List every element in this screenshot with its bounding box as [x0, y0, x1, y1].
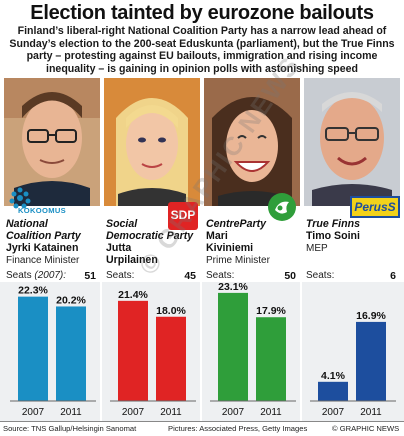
party-name-line1: National	[6, 218, 48, 230]
seats-value: 51	[84, 270, 96, 282]
bar-value-label: 4.1%	[321, 370, 346, 382]
bar-2-2011	[156, 316, 186, 401]
bar-3-2007	[218, 292, 248, 401]
bar-value-label: 21.4%	[118, 289, 148, 301]
leader-name: Mari	[206, 230, 228, 242]
footer-copyright: © GRAPHIC NEWS	[332, 424, 400, 433]
portrait-kiviniemi	[204, 78, 300, 206]
leader-name-line2: Urpilainen	[106, 254, 158, 266]
centre-party-logo	[267, 192, 297, 222]
portrait-urpilainen	[104, 78, 200, 206]
leader-name: Timo Soini	[306, 230, 360, 242]
bar-value-label: 23.1%	[218, 281, 248, 293]
footer-pictures: Pictures: Associated Press, Getty Images	[168, 424, 308, 433]
bar-value-label: 18.0%	[156, 305, 186, 317]
bar-1-2007	[18, 296, 48, 401]
x-tick-label: 2007	[22, 407, 45, 418]
x-tick-label: 2011	[260, 407, 282, 418]
leader-name: Jyrki Katainen	[6, 242, 79, 254]
leader-role: Prime Minister	[206, 255, 270, 266]
seats-value: 45	[184, 270, 196, 282]
seats-label: Seats:	[106, 270, 135, 281]
bar-value-label: 16.9%	[356, 310, 386, 322]
x-tick-label: 2007	[322, 407, 345, 418]
leader-role: MEP	[306, 243, 328, 254]
bar-3-2011	[256, 317, 286, 401]
party-name-line1: Social	[106, 218, 138, 230]
bar-value-label: 22.3%	[18, 285, 48, 297]
bar-value-label: 20.2%	[56, 294, 86, 306]
intro-text: Finland’s liberal-right National Coaliti…	[9, 25, 395, 75]
column-divider	[300, 78, 302, 428]
seats-value: 6	[390, 270, 396, 282]
footer: Source: TNS Gallup/Helsingin Sanomat Pic…	[0, 421, 404, 436]
leader-role: Finance Minister	[6, 255, 80, 266]
column-divider	[200, 78, 202, 428]
kokoomus-logo-text: KOKOOMUS	[18, 206, 66, 215]
party-name-line2: Democratic Party	[106, 230, 194, 242]
headline: Election tainted by eurozone bailouts	[30, 2, 374, 24]
party-name-line2: Coalition Party	[6, 230, 81, 242]
x-tick-label: 2011	[360, 407, 382, 418]
leader-name: Jutta	[106, 242, 132, 254]
bar-2-2007	[118, 300, 148, 401]
true-finns-logo: PerusS	[350, 196, 400, 218]
x-tick-label: 2011	[160, 407, 182, 418]
seats-label: Seats:	[306, 270, 335, 281]
party-name-line1: True Finns	[306, 218, 360, 230]
x-tick-label: 2011	[60, 407, 82, 418]
leader-name-line2: Kiviniemi	[206, 242, 254, 254]
bar-value-label: 17.9%	[256, 305, 286, 317]
seats-value: 50	[284, 270, 296, 282]
column-divider	[100, 78, 102, 428]
kokoomus-logo: KOKOOMUS	[4, 186, 82, 216]
seats-label: Seats:	[206, 270, 235, 281]
sdp-logo: SDP	[168, 202, 198, 230]
portrait-katainen	[4, 78, 100, 206]
bar-1-2011	[56, 306, 86, 401]
party-name-line1: CentreParty	[206, 218, 267, 230]
sdp-logo-text: SDP	[170, 208, 196, 222]
true-finns-logo-text: PerusS	[354, 200, 396, 214]
seats-label: Seats (2007):	[6, 270, 67, 281]
x-tick-label: 2007	[222, 407, 245, 418]
footer-source: Source: TNS Gallup/Helsingin Sanomat	[3, 424, 137, 433]
bar-4-2011	[356, 321, 386, 401]
x-tick-label: 2007	[122, 407, 145, 418]
vote-share-chart: 22.3% 2007 20.2% 2011 21.4% 2007 18.0% 2011 23.1…	[0, 281, 404, 421]
bar-4-2007	[318, 381, 348, 401]
